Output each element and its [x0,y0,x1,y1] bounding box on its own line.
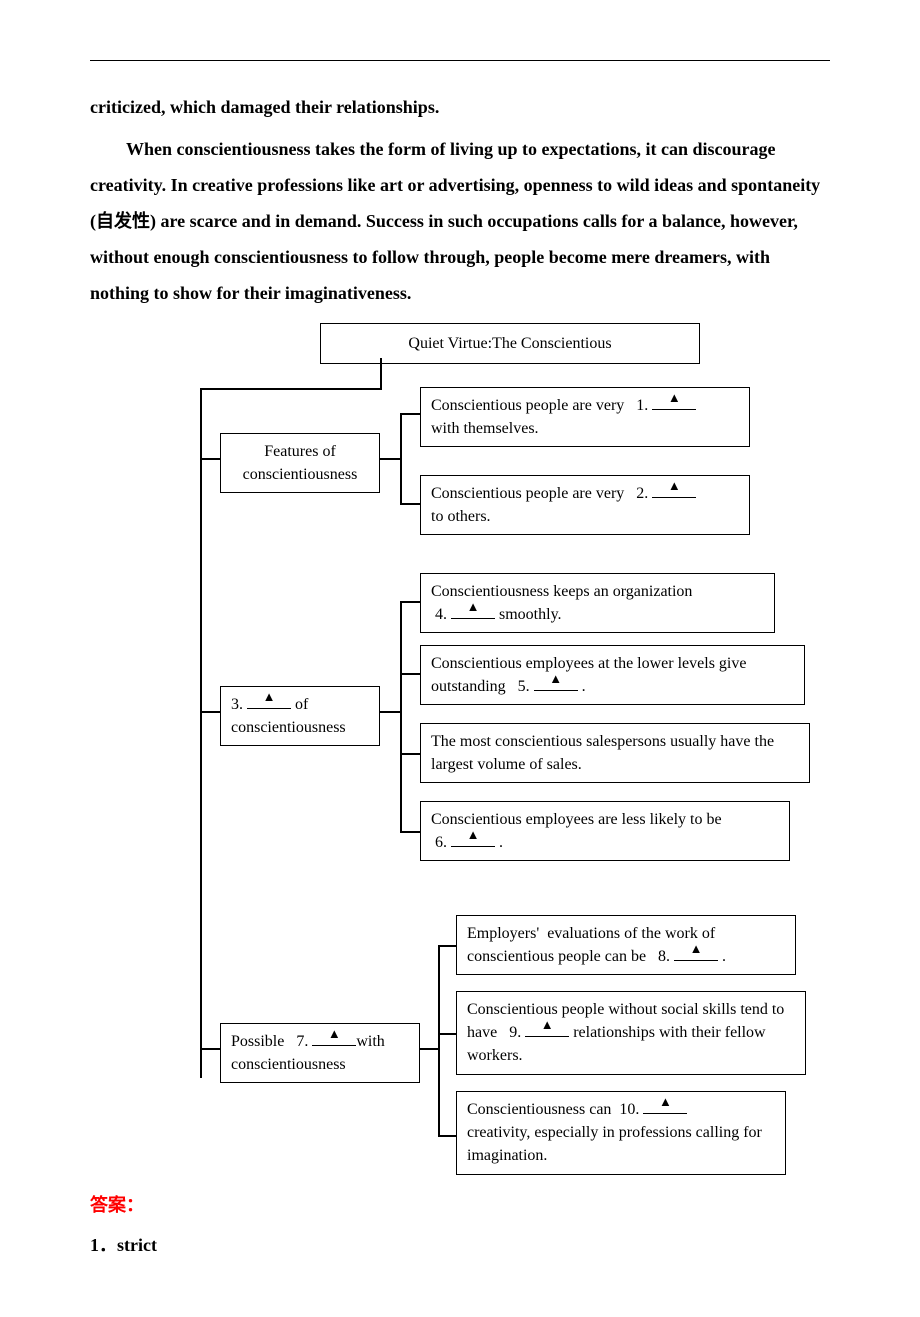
features-label-line1: Features of [231,440,369,463]
feature-item-1: Conscientious people are very 1. ▲ with … [420,387,750,447]
connector [380,458,400,460]
text: smoothly. [499,606,562,623]
text: Conscientious people are very 1. [431,397,648,414]
diagram-title: Quiet Virtue:The Conscientious [408,335,611,352]
answers-heading: 答案： [90,1191,830,1217]
paragraph-2: When conscientiousness takes the form of… [90,131,830,311]
connector [400,673,420,675]
text: Conscientious people are very 2. [431,485,648,502]
connector [438,1033,456,1035]
section7-label-box: Possible 7. ▲with conscientiousness [220,1023,420,1083]
section7-item-10: Conscientiousness can 10. ▲ creativity, … [456,1091,786,1175]
section3-label-box: 3. ▲ of conscientiousness [220,686,380,746]
blank-5: ▲ [534,675,578,691]
text: Conscientiousness can 10. [467,1101,639,1118]
section3-item-sales: The most conscientious salespersons usua… [420,723,810,783]
text: with [356,1033,384,1050]
text: . [582,678,586,695]
feature-item-2: Conscientious people are very 2. ▲ to ot… [420,475,750,535]
text: Conscientious employees at the lower lev… [431,655,746,695]
concept-diagram: Quiet Virtue:The Conscientious Features … [90,323,830,1163]
text: conscientiousness [231,1056,346,1073]
text: creativity, especially in professions ca… [467,1124,739,1141]
connector [200,458,220,460]
text: . [722,948,726,965]
text: with themselves. [431,420,539,437]
connector [400,413,420,415]
blank-7: ▲ [312,1030,356,1046]
page-rule [90,60,830,61]
section7-item-8: Employers' evaluations of the work of co… [456,915,796,975]
paragraph-1: criticized, which damaged their relation… [90,89,830,125]
section7-item-9: Conscientious people without social skil… [456,991,806,1075]
connector [400,601,402,831]
connector [438,1135,456,1137]
text: 4. [435,606,447,623]
connector [400,601,420,603]
blank-1: ▲ [652,394,696,410]
connector [200,388,382,390]
connector [380,358,382,388]
text: Possible 7. [231,1033,308,1050]
answer-1: 1．strict [90,1231,830,1257]
section3-item-5: Conscientious employees at the lower lev… [420,645,805,705]
blank-6: ▲ [451,831,495,847]
connector [400,503,420,505]
blank-4: ▲ [451,603,495,619]
connector [200,711,220,713]
text: conscientiousness [231,719,346,736]
text: to others. [431,508,491,525]
blank-2: ▲ [652,482,696,498]
blank-10: ▲ [643,1098,687,1114]
blank-8: ▲ [674,945,718,961]
features-label-line2: conscientiousness [231,463,369,486]
section3-item-4: Conscientiousness keeps an organization … [420,573,775,633]
connector [438,945,456,947]
connector [420,1048,438,1050]
connector [200,1048,220,1050]
connector [400,413,402,503]
connector [438,945,440,1135]
text: The most conscientious salespersons usua… [431,733,774,773]
section3-item-6: Conscientious employees are less likely … [420,801,790,861]
connector [400,831,420,833]
text: 6. [435,834,447,851]
connector [400,753,420,755]
section3-num: 3. [231,696,243,713]
blank-3: ▲ [247,693,291,709]
blank-9: ▲ [525,1021,569,1037]
text: of [295,696,308,713]
connector [380,711,400,713]
text: . [499,834,503,851]
connector [200,388,202,1078]
diagram-title-box: Quiet Virtue:The Conscientious [320,323,700,364]
features-label-box: Features of conscientiousness [220,433,380,493]
